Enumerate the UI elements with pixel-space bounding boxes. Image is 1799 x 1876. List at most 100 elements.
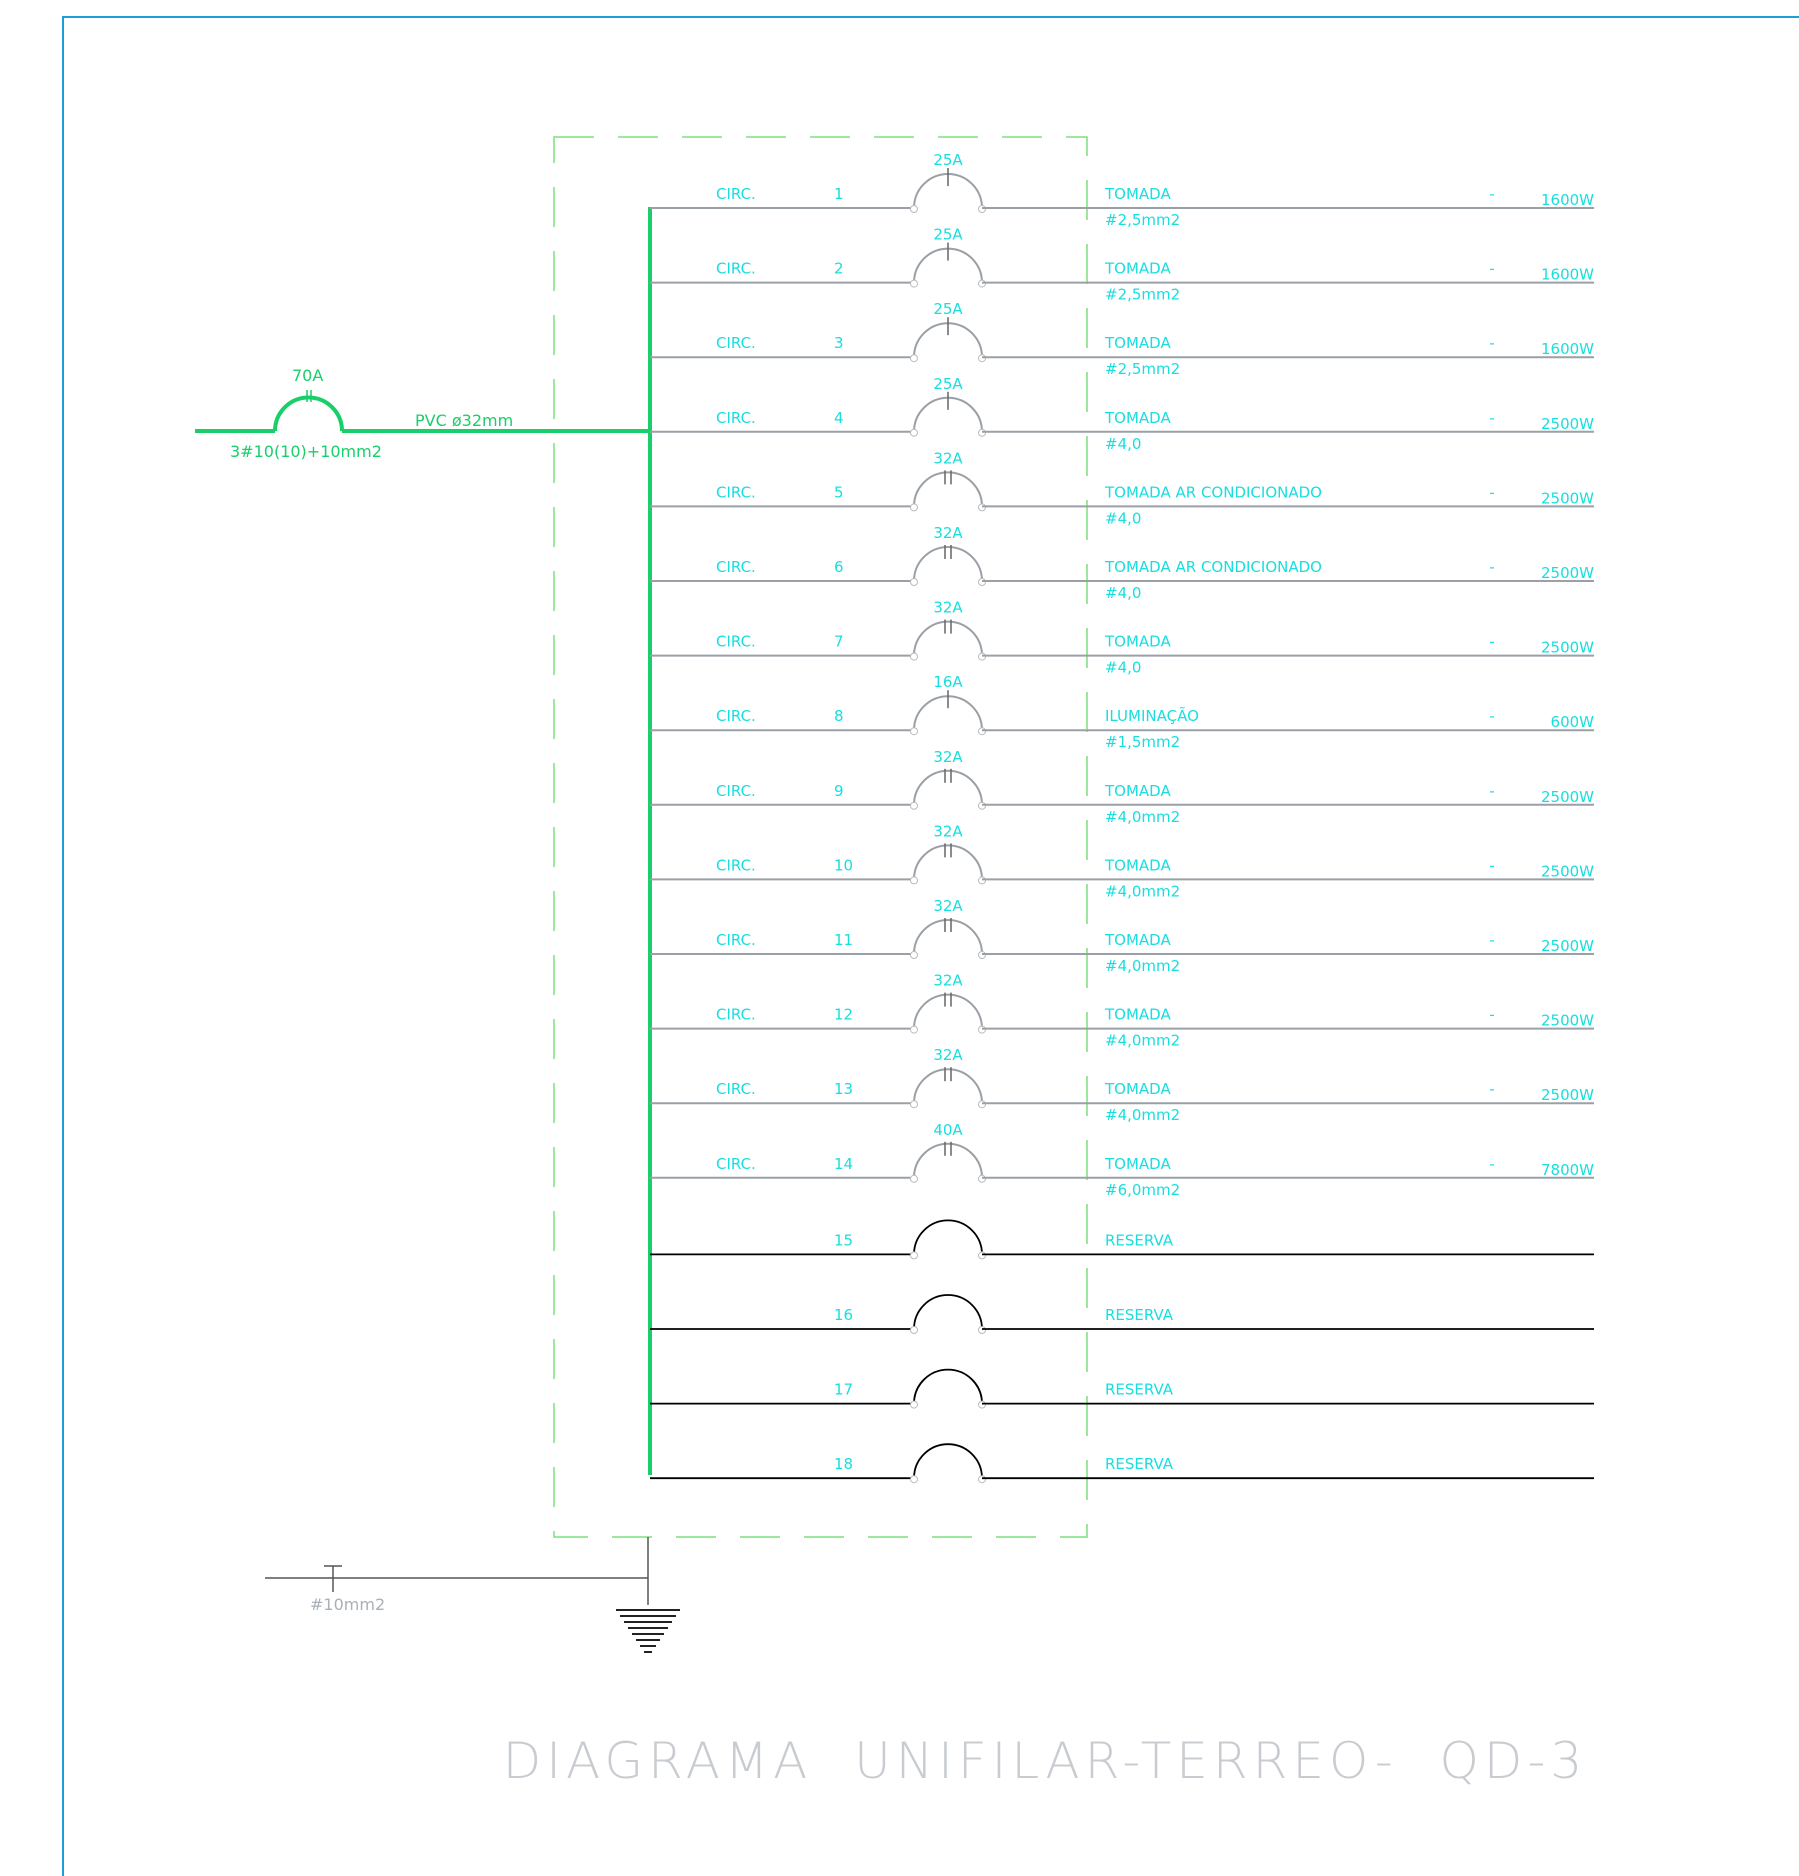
circuit-group: CIRC. 1 25A TOMADA #2,5mm2 - 1600W CIRC. 2 25A TOM… — [650, 151, 1595, 1484]
breaker-terminal — [910, 428, 918, 437]
breaker-terminal — [910, 652, 918, 661]
breaker-arc — [913, 1142, 983, 1178]
breaker-arc — [913, 546, 983, 582]
breaker-terminal — [978, 1326, 986, 1334]
circuit-dash: - — [1489, 633, 1494, 651]
circuit-cable-spec: #2,5mm2 — [1105, 211, 1180, 229]
breaker-rating: 25A — [933, 375, 963, 393]
breaker-terminal — [910, 727, 918, 736]
circuit-prefix: CIRC. — [716, 633, 756, 651]
breaker-rating: 16A — [933, 673, 963, 691]
circuit-cable-spec: #4,0mm2 — [1105, 957, 1180, 975]
circuit-cable-spec: #2,5mm2 — [1105, 286, 1180, 304]
breaker-terminal — [978, 1251, 986, 1260]
conduit-spec: PVC ø32mm — [415, 411, 513, 430]
circuit-description: TOMADA AR CONDICIONADO — [1104, 558, 1322, 576]
reserve-breaker-arc — [913, 1294, 983, 1330]
reserve-breaker-arc — [913, 1219, 983, 1255]
circuit-dash: - — [1489, 185, 1494, 203]
breaker-terminal — [910, 801, 918, 810]
circuit-prefix: CIRC. — [716, 782, 756, 800]
reserve-description: RESERVA — [1105, 1306, 1174, 1324]
circuit-cable-spec: #6,0mm2 — [1105, 1181, 1180, 1199]
breaker-rating: 25A — [933, 226, 963, 244]
circuit-power: 1600W — [1541, 191, 1594, 209]
circuit-cable-spec: #4,0mm2 — [1105, 808, 1180, 826]
breaker-rating: 32A — [933, 822, 963, 840]
reserve-number: 17 — [834, 1381, 853, 1399]
breaker-terminal — [910, 279, 918, 288]
circuit-dash: - — [1489, 856, 1494, 874]
circuit-dash: - — [1489, 1006, 1494, 1024]
breaker-rating: 32A — [933, 524, 963, 542]
circuit-power: 600W — [1551, 713, 1595, 731]
circuit-description: TOMADA — [1104, 782, 1171, 800]
ground-icon — [616, 1609, 680, 1653]
circuit-number: 11 — [834, 931, 853, 949]
circuit-description: TOMADA — [1104, 1080, 1171, 1098]
reserve-number: 15 — [834, 1231, 853, 1249]
circuit-prefix: CIRC. — [716, 707, 756, 725]
reserve-number: 16 — [834, 1306, 853, 1324]
breaker-arc — [913, 844, 983, 880]
circuit-power: 2500W — [1541, 639, 1594, 657]
breaker-rating: 32A — [933, 897, 963, 915]
circuit-description: ILUMINAÇÃO — [1105, 706, 1199, 725]
reserve-breaker-arc — [913, 1368, 983, 1404]
breaker-terminal — [910, 1174, 918, 1183]
circuit-prefix: CIRC. — [716, 1080, 756, 1098]
circuit-description: TOMADA — [1104, 260, 1171, 278]
breaker-terminal — [910, 876, 918, 885]
circuit-description: TOMADA — [1104, 856, 1171, 874]
circuit-description: TOMADA — [1104, 334, 1171, 352]
circuit-cable-spec: #4,0mm2 — [1105, 882, 1180, 900]
breaker-arc — [913, 471, 983, 507]
circuit-prefix: CIRC. — [716, 856, 756, 874]
circuit-prefix: CIRC. — [716, 334, 756, 352]
breaker-arc — [913, 919, 983, 955]
breaker-terminal — [978, 1400, 986, 1409]
circuit-prefix: CIRC. — [716, 185, 756, 203]
circuit-description: TOMADA — [1104, 1006, 1171, 1024]
circuit-number: 8 — [834, 707, 844, 725]
circuit-cable-spec: #4,0 — [1105, 584, 1141, 602]
circuit-prefix: CIRC. — [716, 483, 756, 501]
breaker-rating: 32A — [933, 972, 963, 990]
circuit-prefix: CIRC. — [716, 931, 756, 949]
circuit-number: 9 — [834, 782, 844, 800]
circuit-prefix: CIRC. — [716, 558, 756, 576]
circuit-power: 2500W — [1541, 788, 1594, 806]
reserve-description: RESERVA — [1105, 1231, 1174, 1249]
circuit-number: 3 — [834, 334, 844, 352]
breaker-terminal — [910, 1100, 918, 1109]
circuit-power: 1600W — [1541, 266, 1594, 284]
diagram-title: DIAGRAMA UNIFILAR-TERREO- QD-3 — [503, 1732, 1588, 1790]
circuit-cable-spec: #1,5mm2 — [1105, 733, 1180, 751]
circuit-dash: - — [1489, 1155, 1494, 1173]
breaker-terminal — [910, 503, 918, 512]
circuit-number: 12 — [834, 1006, 853, 1024]
breaker-terminal — [910, 1326, 918, 1334]
breaker-arc — [913, 1068, 983, 1104]
circuit-number: 1 — [834, 185, 844, 203]
circuit-dash: - — [1489, 931, 1494, 949]
circuit-dash: - — [1489, 1080, 1494, 1098]
circuit-power: 2500W — [1541, 489, 1594, 507]
breaker-terminal — [910, 951, 918, 959]
circuit-number: 14 — [834, 1155, 853, 1173]
circuit-number: 5 — [834, 483, 844, 501]
circuit-power: 1600W — [1541, 340, 1594, 358]
breaker-terminal — [910, 1400, 918, 1409]
circuit-power: 2500W — [1541, 415, 1594, 433]
circuit-description: TOMADA — [1104, 633, 1171, 651]
circuit-dash: - — [1489, 782, 1494, 800]
breaker-rating: 40A — [933, 1121, 963, 1139]
circuit-description: TOMADA AR CONDICIONADO — [1104, 483, 1322, 501]
circuit-prefix: CIRC. — [716, 409, 756, 427]
main-breaker-rating: 70A — [292, 366, 323, 385]
circuit-description: TOMADA — [1104, 185, 1171, 203]
circuit-power: 2500W — [1541, 1012, 1594, 1030]
circuit-dash: - — [1489, 558, 1494, 576]
circuit-prefix: CIRC. — [716, 260, 756, 278]
panel-enclosure — [553, 136, 1088, 1538]
